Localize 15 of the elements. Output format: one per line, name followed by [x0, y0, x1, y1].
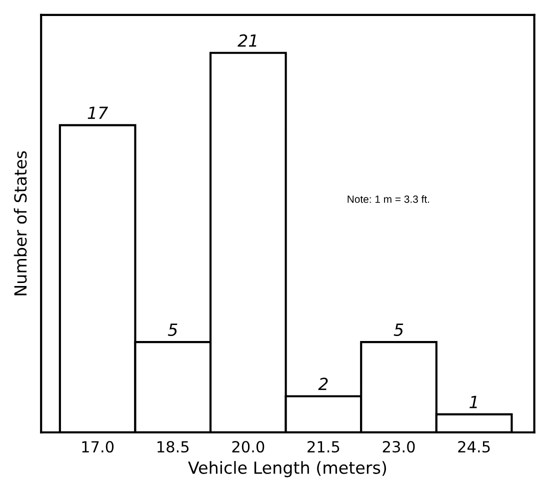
x-axis-title: Vehicle Length (meters): [188, 461, 386, 478]
y-axis-title: Number of States: [14, 151, 27, 296]
data-label: 17: [88, 106, 108, 119]
data-label: 21: [238, 34, 256, 47]
x-tick-label: 21.5: [308, 440, 340, 453]
x-tick-label: 18.5: [158, 440, 189, 453]
data-label: 2: [318, 378, 328, 390]
data-label: 1: [470, 396, 477, 408]
x-tick-label: 23.0: [382, 440, 415, 453]
x-tick-label: 20.0: [232, 440, 264, 453]
data-label: 5: [394, 324, 404, 336]
annotation: Note: 1 m = 3.3 ft.: [348, 195, 430, 203]
x-tick-label: 17.0: [82, 440, 114, 453]
data-label: 5: [168, 324, 178, 336]
x-tick-label: 24.5: [458, 440, 490, 453]
